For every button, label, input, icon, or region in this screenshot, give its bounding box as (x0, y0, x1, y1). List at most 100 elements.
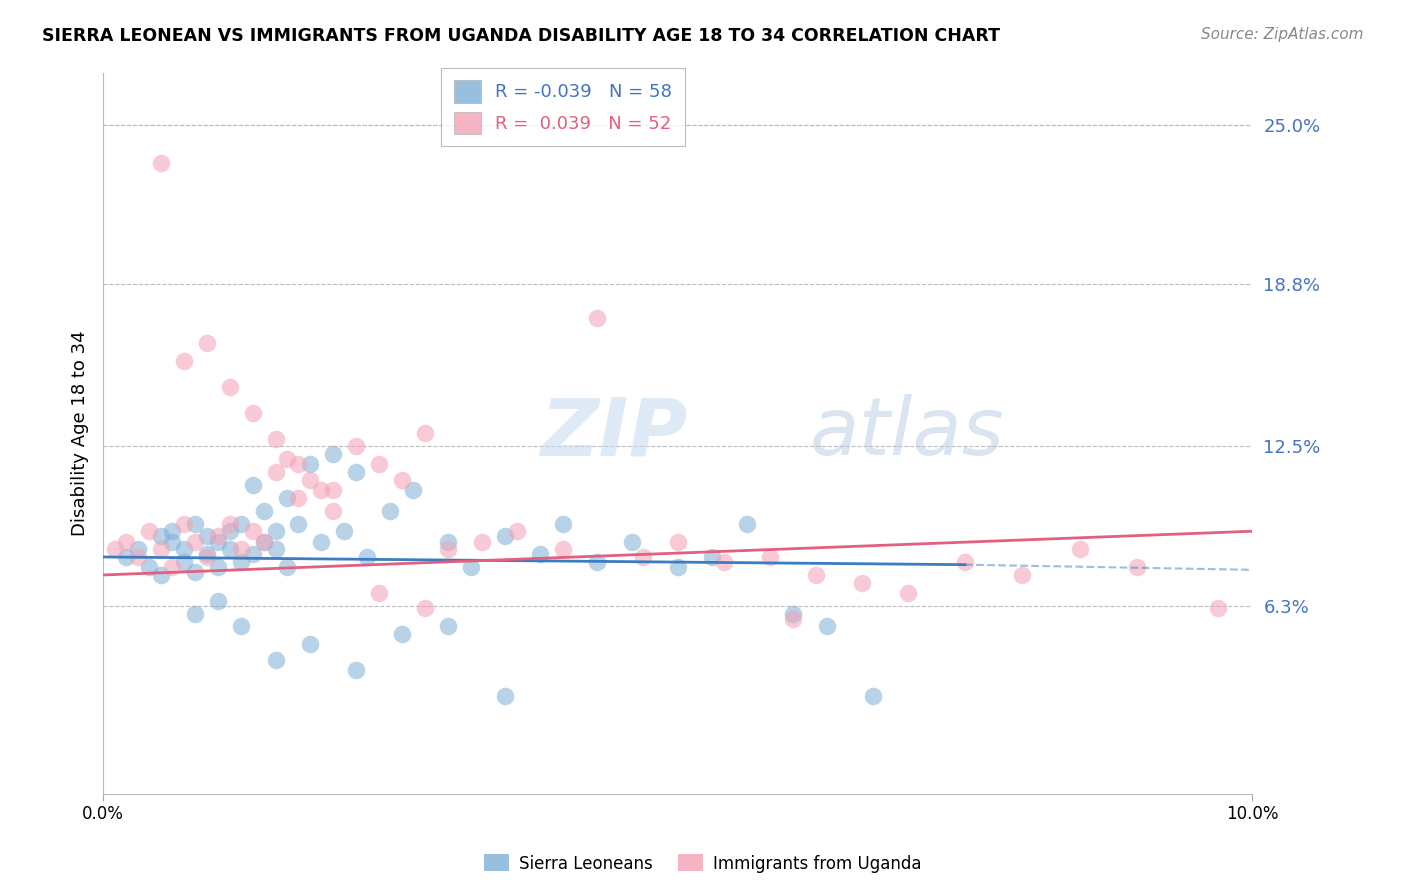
Point (322, 503, 344, 517)
Point (782, 607, 804, 621)
Text: ZIP: ZIP (540, 394, 688, 473)
Point (195, 529, 218, 543)
Point (104, 542, 127, 557)
Point (218, 380, 240, 394)
Point (298, 637, 321, 651)
Point (851, 575, 873, 590)
Point (391, 627, 413, 641)
Point (253, 534, 276, 549)
Point (471, 534, 494, 549)
Point (115, 549, 138, 564)
Point (229, 619, 252, 633)
Point (368, 586, 391, 600)
Point (311, 483, 333, 497)
Point (218, 516, 240, 531)
Point (713, 555, 735, 569)
Point (298, 458, 321, 472)
Point (344, 439, 367, 453)
Point (494, 689, 516, 703)
Point (413, 426, 436, 441)
Point (276, 491, 298, 505)
Point (173, 354, 195, 368)
Point (253, 534, 276, 549)
Point (322, 483, 344, 497)
Point (138, 524, 160, 539)
Point (127, 542, 149, 557)
Point (298, 473, 321, 487)
Point (242, 524, 264, 539)
Point (184, 566, 207, 580)
Point (413, 601, 436, 615)
Point (529, 548, 551, 562)
Point (264, 524, 287, 539)
Point (862, 689, 884, 703)
Point (149, 542, 172, 557)
Point (551, 542, 574, 557)
Point (287, 516, 309, 531)
Point (160, 534, 183, 549)
Point (207, 560, 229, 574)
Point (173, 516, 195, 531)
Text: Source: ZipAtlas.com: Source: ZipAtlas.com (1201, 27, 1364, 42)
Point (149, 568, 172, 582)
Point (160, 524, 183, 539)
Point (586, 310, 609, 325)
Point (1011, 568, 1033, 582)
Point (815, 619, 838, 633)
Y-axis label: Disability Age 18 to 34: Disability Age 18 to 34 (72, 331, 89, 536)
Point (229, 542, 252, 557)
Point (380, 503, 402, 517)
Point (127, 549, 149, 564)
Point (804, 568, 827, 582)
Point (195, 549, 218, 564)
Text: SIERRA LEONEAN VS IMMIGRANTS FROM UGANDA DISABILITY AGE 18 TO 34 CORRELATION CHA: SIERRA LEONEAN VS IMMIGRANTS FROM UGANDA… (42, 27, 1000, 45)
Point (1126, 560, 1149, 574)
Point (437, 542, 460, 557)
Point (735, 516, 758, 531)
Point (311, 534, 333, 549)
Point (437, 619, 460, 633)
Legend: Sierra Leoneans, Immigrants from Uganda: Sierra Leoneans, Immigrants from Uganda (478, 847, 928, 880)
Point (506, 524, 529, 539)
Point (207, 534, 229, 549)
Point (620, 534, 643, 549)
Point (494, 529, 516, 543)
Point (276, 452, 298, 467)
Point (287, 491, 309, 505)
Point (160, 560, 183, 574)
Point (897, 586, 920, 600)
Point (953, 555, 976, 569)
Point (586, 555, 609, 569)
Point (702, 549, 724, 564)
Point (184, 607, 207, 621)
Point (1206, 601, 1229, 615)
Point (242, 548, 264, 562)
Legend: R = -0.039   N = 58, R =  0.039   N = 52: R = -0.039 N = 58, R = 0.039 N = 52 (441, 68, 685, 146)
Point (551, 516, 574, 531)
Point (149, 529, 172, 543)
Point (322, 447, 344, 461)
Point (264, 542, 287, 557)
Point (276, 560, 298, 574)
Point (368, 458, 391, 472)
Point (184, 534, 207, 549)
Point (173, 555, 195, 569)
Point (242, 478, 264, 492)
Point (758, 549, 780, 564)
Point (391, 473, 413, 487)
Point (149, 156, 172, 170)
Point (195, 336, 218, 351)
Point (666, 560, 689, 574)
Point (264, 432, 287, 446)
Point (666, 534, 689, 549)
Point (356, 549, 378, 564)
Point (207, 529, 229, 543)
Point (287, 458, 309, 472)
Point (218, 542, 240, 557)
Point (437, 534, 460, 549)
Point (264, 465, 287, 479)
Point (229, 555, 252, 569)
Point (1069, 542, 1091, 557)
Point (782, 612, 804, 626)
Point (173, 542, 195, 557)
